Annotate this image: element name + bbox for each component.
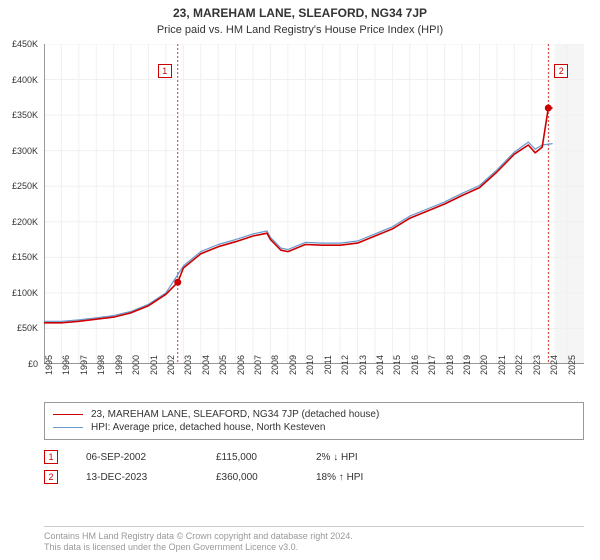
chart-area: £0£50K£100K£150K£200K£250K£300K£350K£400… [44, 44, 584, 364]
y-axis-label: £0 [0, 359, 38, 369]
chart-marker-1: 1 [158, 64, 172, 78]
marker-date: 06-SEP-2002 [86, 452, 216, 463]
y-axis-label: £350K [0, 110, 38, 120]
x-axis-label: 2014 [375, 355, 385, 385]
y-axis-label: £150K [0, 252, 38, 262]
footer-line1: Contains HM Land Registry data © Crown c… [44, 531, 584, 543]
y-axis-label: £450K [0, 39, 38, 49]
page-subtitle: Price paid vs. HM Land Registry's House … [0, 20, 600, 36]
footer: Contains HM Land Registry data © Crown c… [44, 526, 584, 554]
marker-pct: 18% ↑ HPI [316, 472, 406, 483]
x-axis-label: 2012 [340, 355, 350, 385]
marker-price: £115,000 [216, 452, 316, 463]
x-axis-label: 2011 [323, 355, 333, 385]
marker-row: 1 06-SEP-2002£115,0002% ↓ HPI [44, 450, 584, 464]
x-axis-label: 2016 [410, 355, 420, 385]
legend-swatch [53, 427, 83, 428]
x-axis-label: 2025 [567, 355, 577, 385]
x-axis-label: 1995 [44, 355, 54, 385]
x-axis-label: 2024 [549, 355, 559, 385]
legend-label: HPI: Average price, detached house, Nort… [91, 422, 325, 433]
x-axis-label: 2017 [427, 355, 437, 385]
legend-swatch [53, 414, 83, 415]
line-chart [44, 44, 584, 364]
x-axis-label: 2022 [514, 355, 524, 385]
x-axis-label: 2001 [149, 355, 159, 385]
x-axis-label: 2002 [166, 355, 176, 385]
y-axis-label: £250K [0, 181, 38, 191]
legend-item: HPI: Average price, detached house, Nort… [53, 422, 575, 433]
x-axis-label: 2008 [270, 355, 280, 385]
page-title: 23, MAREHAM LANE, SLEAFORD, NG34 7JP [0, 0, 600, 20]
x-axis-label: 2006 [236, 355, 246, 385]
x-axis-label: 1997 [79, 355, 89, 385]
legend-label: 23, MAREHAM LANE, SLEAFORD, NG34 7JP (de… [91, 409, 379, 420]
x-axis-label: 2018 [445, 355, 455, 385]
x-axis-label: 2003 [183, 355, 193, 385]
x-axis-label: 2005 [218, 355, 228, 385]
y-axis-label: £300K [0, 146, 38, 156]
y-axis-label: £400K [0, 75, 38, 85]
x-axis-label: 2010 [305, 355, 315, 385]
marker-table: 1 06-SEP-2002£115,0002% ↓ HPI 2 13-DEC-2023… [44, 444, 584, 490]
legend-item: 23, MAREHAM LANE, SLEAFORD, NG34 7JP (de… [53, 409, 575, 420]
x-axis-label: 2000 [131, 355, 141, 385]
x-axis-label: 2009 [288, 355, 298, 385]
y-axis-label: £200K [0, 217, 38, 227]
x-axis-label: 1999 [114, 355, 124, 385]
marker-index: 2 [44, 470, 58, 484]
chart-marker-2: 2 [554, 64, 568, 78]
x-axis-label: 2019 [462, 355, 472, 385]
x-axis-label: 2023 [532, 355, 542, 385]
marker-row: 2 13-DEC-2023£360,00018% ↑ HPI [44, 470, 584, 484]
marker-index: 1 [44, 450, 58, 464]
y-axis-label: £50K [0, 323, 38, 333]
x-axis-label: 1996 [61, 355, 71, 385]
chart-container: 23, MAREHAM LANE, SLEAFORD, NG34 7JP Pri… [0, 0, 600, 560]
x-axis-label: 2013 [358, 355, 368, 385]
y-axis-label: £100K [0, 288, 38, 298]
footer-line2: This data is licensed under the Open Gov… [44, 542, 584, 554]
x-axis-label: 2021 [497, 355, 507, 385]
marker-price: £360,000 [216, 472, 316, 483]
x-axis-label: 2007 [253, 355, 263, 385]
x-axis-label: 2015 [392, 355, 402, 385]
x-axis-label: 1998 [96, 355, 106, 385]
marker-date: 13-DEC-2023 [86, 472, 216, 483]
x-axis-label: 2004 [201, 355, 211, 385]
legend: 23, MAREHAM LANE, SLEAFORD, NG34 7JP (de… [44, 402, 584, 440]
x-axis-label: 2020 [479, 355, 489, 385]
marker-pct: 2% ↓ HPI [316, 452, 406, 463]
